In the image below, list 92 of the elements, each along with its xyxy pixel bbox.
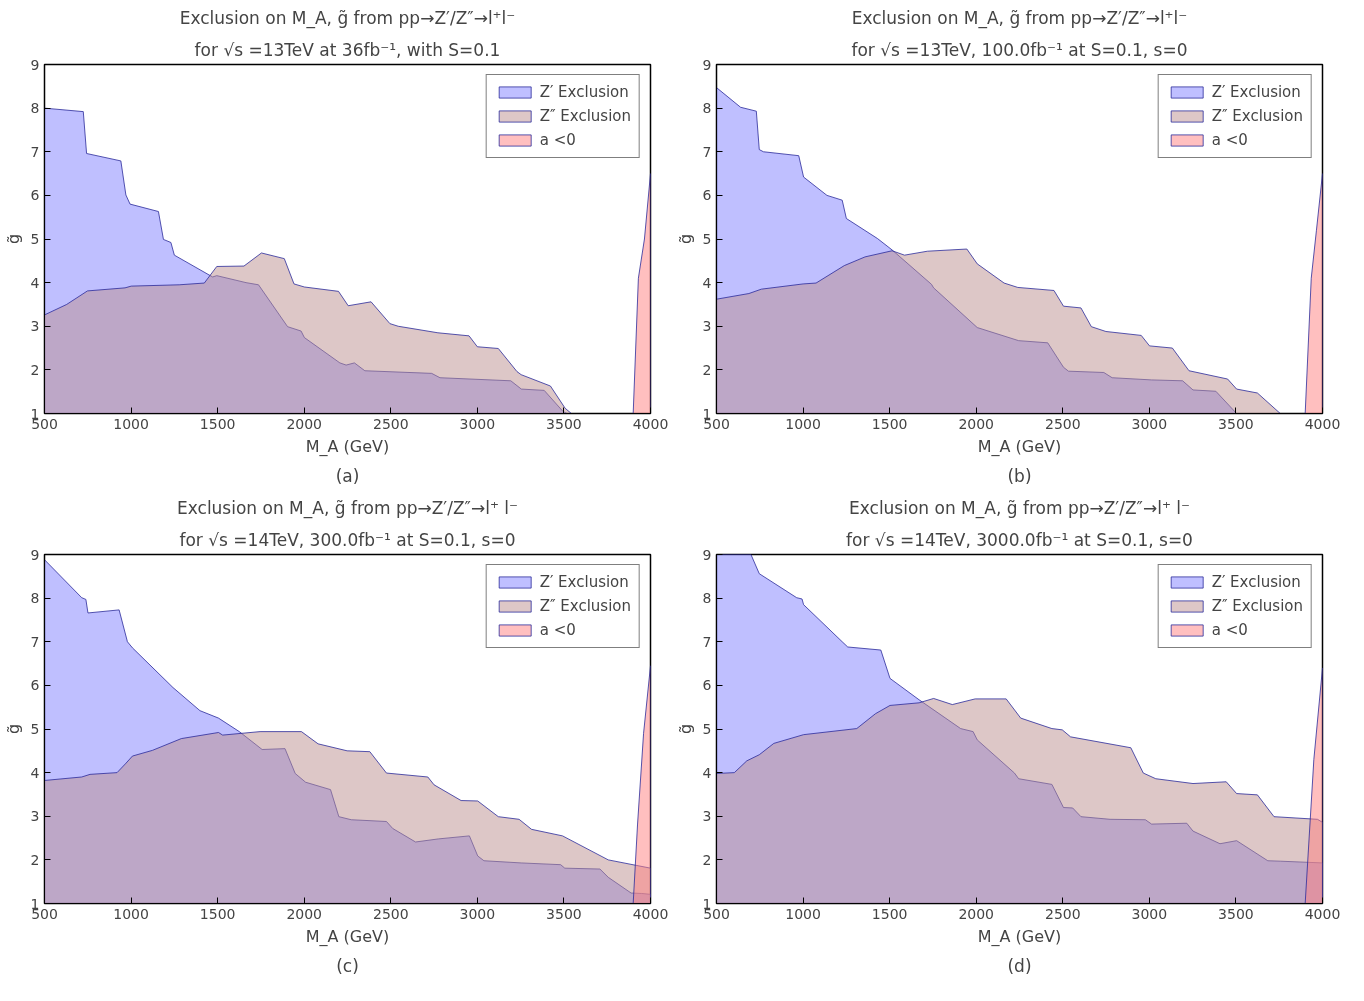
x-tick-label: 1000: [113, 905, 149, 922]
x-tick-label: 2500: [1044, 415, 1081, 432]
chart-title: Exclusion on M_A, g̃ from pp→Z′/Z″→l⁺ l⁻: [177, 497, 518, 519]
x-tick-label: 1000: [785, 415, 821, 432]
y-tick-label: 9: [702, 56, 712, 73]
y-tick-label: 2: [702, 851, 712, 868]
y-tick-label: 7: [30, 143, 40, 160]
y-tick-label: 8: [30, 590, 40, 607]
legend-label: Z′ Exclusion: [539, 83, 629, 101]
legend-label: Z″ Exclusion: [539, 107, 631, 125]
x-tick-label: 3500: [1218, 905, 1254, 922]
x-tick-label: 3000: [459, 905, 496, 922]
y-axis-title: g̃: [675, 233, 695, 245]
x-axis-title: M_A (GeV): [977, 436, 1062, 457]
legend-label: a <0: [1211, 131, 1248, 149]
legend-label: a <0: [539, 131, 576, 149]
text: (b): [1007, 465, 1032, 486]
y-tick-label: 5: [702, 231, 712, 247]
y-tick-label: 6: [30, 677, 40, 694]
x-axis-title: M_A (GeV): [305, 926, 390, 947]
text: (a): [335, 465, 360, 486]
x-tick-label: 2000: [286, 415, 323, 432]
x-tick-label: 1500: [199, 415, 236, 432]
legend-label: Z″ Exclusion: [1211, 107, 1303, 125]
chart-subtitle: for √s =13TeV, 100.0fb⁻¹ at S=0.1, s=0: [851, 39, 1188, 60]
x-tick-label: 3000: [459, 415, 496, 432]
y-axis-title: g̃: [3, 233, 23, 245]
y-tick-label: 7: [30, 633, 40, 650]
y-tick-label: 5: [30, 721, 40, 737]
x-tick-label: 4000: [1304, 905, 1341, 922]
chart-title: Exclusion on M_A, g̃ from pp→Z′/Z″→l⁺ l⁻: [849, 497, 1190, 519]
x-tick-label: 1500: [871, 905, 908, 922]
x-tick-label: 2500: [372, 415, 409, 432]
y-tick-label: 9: [30, 56, 40, 73]
x-tick-label: 4000: [632, 415, 669, 432]
x-tick-label: 2000: [958, 905, 995, 922]
y-tick-label: 6: [702, 187, 712, 204]
y-tick-label: 2: [30, 361, 40, 378]
x-axis-title: M_A (GeV): [305, 436, 390, 457]
x-tick-label: 3500: [1218, 415, 1254, 432]
y-tick-label: 5: [702, 721, 712, 737]
legend-label: Z″ Exclusion: [1211, 597, 1303, 615]
y-tick-label: 4: [30, 764, 40, 781]
legend-label: Z″ Exclusion: [539, 597, 631, 615]
x-tick-label: 1000: [785, 905, 821, 922]
x-tick-label: 3000: [1131, 905, 1168, 922]
legend-label: Z′ Exclusion: [1211, 573, 1301, 591]
x-tick-label: 3500: [546, 905, 582, 922]
y-tick-label: 6: [702, 677, 712, 694]
y-tick-label: 7: [702, 143, 712, 160]
y-tick-label: 9: [702, 546, 712, 563]
x-tick-label: 1000: [113, 415, 149, 432]
y-axis-title: g̃: [675, 723, 695, 735]
x-tick-label: 2500: [372, 905, 409, 922]
y-tick-label: 3: [702, 318, 712, 335]
y-tick-label: 4: [702, 764, 712, 781]
y-tick-label: 8: [30, 100, 40, 117]
x-tick-label: 1500: [871, 415, 908, 432]
y-tick-label: 9: [30, 546, 40, 563]
chart-title: Exclusion on M_A, g̃ from pp→Z′/Z″→l⁺l⁻: [851, 7, 1188, 29]
y-tick-label: 7: [702, 633, 712, 650]
y-tick-label: 8: [702, 100, 712, 117]
chart-subtitle: for √s =13TeV at 36fb⁻¹, with S=0.1: [194, 39, 501, 60]
y-tick-label: 2: [702, 361, 712, 378]
y-tick-label: 5: [30, 231, 40, 247]
x-axis-title: M_A (GeV): [977, 926, 1062, 947]
y-tick-label: 2: [30, 851, 40, 868]
chart-title: Exclusion on M_A, g̃ from pp→Z′/Z″→l⁺l⁻: [179, 7, 516, 29]
y-tick-label: 6: [30, 187, 40, 204]
legend-label: a <0: [539, 621, 576, 639]
chart-subtitle: for √s =14TeV, 300.0fb⁻¹ at S=0.1, s=0: [179, 529, 516, 550]
x-tick-label: 4000: [1304, 415, 1341, 432]
x-tick-label: 2500: [1044, 905, 1081, 922]
legend-label: Z′ Exclusion: [539, 573, 629, 591]
y-tick-label: 3: [30, 318, 40, 335]
y-tick-label: 3: [702, 808, 712, 825]
y-tick-label: 4: [702, 274, 712, 291]
text: (c): [336, 955, 359, 976]
legend-label: Z′ Exclusion: [1211, 83, 1301, 101]
x-tick-label: 2000: [958, 415, 995, 432]
legend-label: a <0: [1211, 621, 1248, 639]
y-axis-title: g̃: [3, 723, 23, 735]
x-tick-label: 1500: [199, 905, 236, 922]
x-tick-label: 3500: [546, 415, 582, 432]
chart-subtitle: for √s =14TeV, 3000.0fb⁻¹ at S=0.1, s=0: [846, 529, 1193, 550]
x-tick-label: 4000: [632, 905, 669, 922]
text: (d): [1007, 955, 1032, 976]
y-tick-label: 3: [30, 808, 40, 825]
y-tick-label: 8: [702, 590, 712, 607]
x-tick-label: 2000: [286, 905, 323, 922]
y-tick-label: 4: [30, 274, 40, 291]
x-tick-label: 3000: [1131, 415, 1168, 432]
